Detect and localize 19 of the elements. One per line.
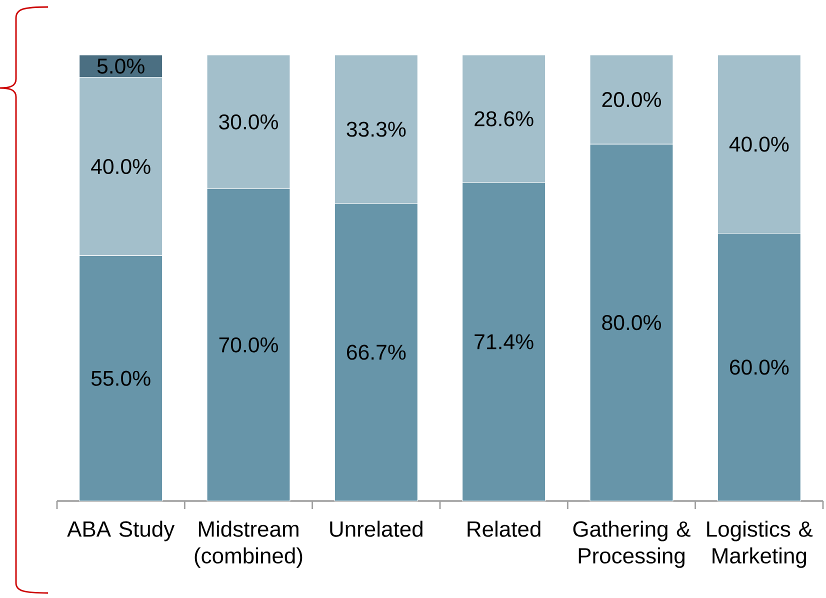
data-label: 60.0%: [730, 360, 789, 375]
data-label: 33.3%: [346, 122, 406, 137]
data-label: 66.7%: [347, 344, 406, 360]
x-tick-label: Unrelated: [330, 520, 422, 537]
data-label: 55.0%: [91, 370, 150, 386]
data-label: 80.0%: [602, 315, 661, 330]
x-tick-label: Midstream (combined): [194, 520, 302, 568]
data-label: 40.0%: [729, 136, 789, 152]
data-label: 5.0%: [97, 58, 144, 74]
data-label: 30.0%: [219, 114, 278, 130]
x-tick-label: Logistics & Marketing: [707, 520, 813, 568]
data-label: 71.4%: [474, 334, 534, 350]
data-label: 40.0%: [91, 158, 150, 174]
data-label: 28.6%: [474, 111, 534, 126]
x-tick-label: Related: [468, 520, 540, 537]
data-label: 70.0%: [219, 337, 278, 352]
x-tick-label: ABA Study: [67, 520, 175, 542]
data-label: 20.0%: [602, 92, 661, 108]
x-tick-label: Gathering & Processing: [573, 520, 690, 568]
